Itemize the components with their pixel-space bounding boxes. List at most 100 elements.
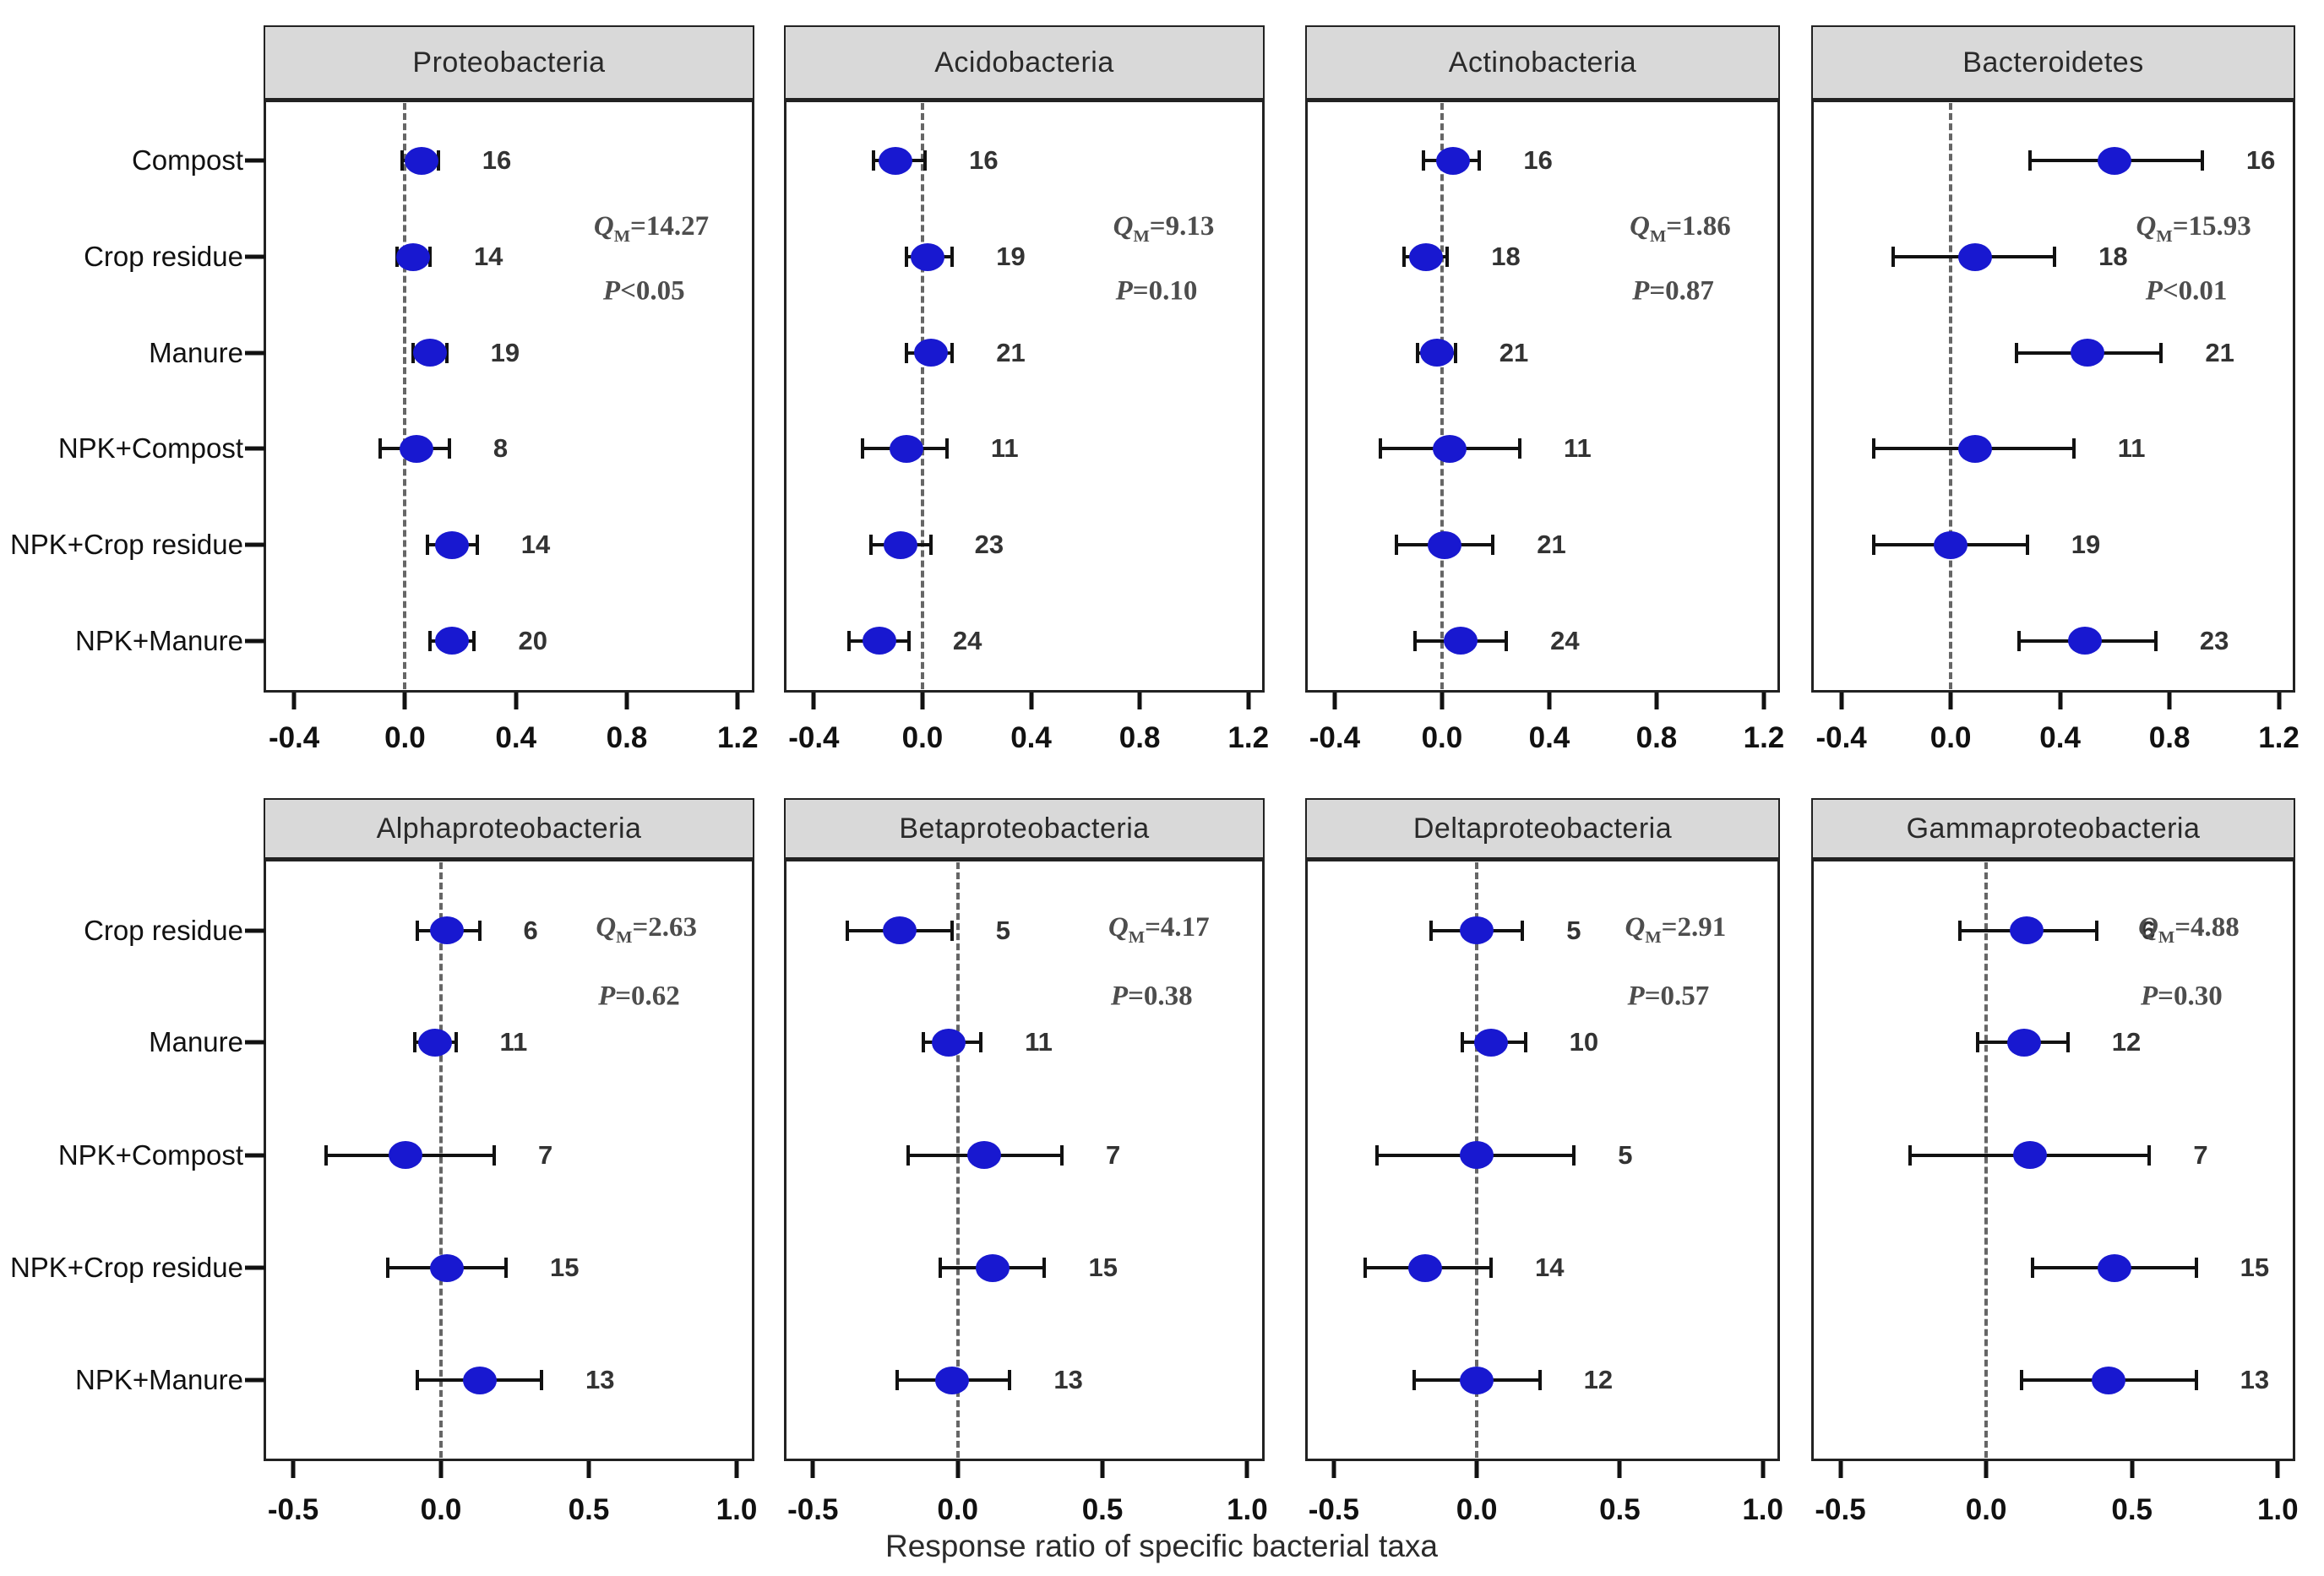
data-point <box>1460 1366 1494 1394</box>
x-tick <box>514 693 519 709</box>
error-bar-cap-low <box>2031 1258 2035 1279</box>
error-bar-cap-low <box>1891 247 1896 268</box>
error-bar-cap-high <box>1489 1258 1494 1279</box>
sample-size-label: 7 <box>1106 1139 1121 1170</box>
error-bar-cap-high <box>2194 1370 2198 1391</box>
error-bar-cap-low <box>1378 438 1382 459</box>
error-bar-cap-high <box>1453 342 1457 363</box>
panel-title: Betaproteobacteria <box>899 812 1150 845</box>
error-bar-cap-high <box>540 1370 543 1391</box>
sample-size-label: 6 <box>2141 915 2156 945</box>
category-label: NPK+Compost <box>57 432 243 465</box>
error-bar-cap-low <box>1872 535 1876 556</box>
error-bar-cap-high <box>950 342 955 363</box>
sample-size-label: 16 <box>969 145 999 176</box>
x-tick <box>291 1461 296 1478</box>
panel-plot-alphaproteobacteria <box>264 859 754 1461</box>
panel-plot-bacteroidetes <box>1811 100 2295 693</box>
error-bar-cap-low <box>904 342 908 363</box>
x-tick <box>1948 693 1953 709</box>
sample-size-label: 12 <box>1583 1365 1614 1395</box>
error-bar-cap-high <box>1518 438 1521 459</box>
y-tick <box>245 542 265 547</box>
error-bar-cap-low <box>1975 1032 1979 1053</box>
x-tick-label: -0.5 <box>1308 1493 1359 1526</box>
error-bar-cap-low <box>1908 1144 1913 1166</box>
qm-statistic: QM=4.17 <box>1108 912 1210 947</box>
qm-statistic: QM=2.91 <box>1625 912 1727 947</box>
sample-size-label: 7 <box>2193 1139 2208 1170</box>
error-bar-cap-low <box>904 247 908 268</box>
sample-size-label: 18 <box>2098 242 2128 272</box>
error-bar-cap-low <box>1958 920 1962 941</box>
data-point <box>2098 146 2132 175</box>
x-tick-label: -0.5 <box>267 1493 319 1526</box>
x-tick-label: 1.0 <box>1742 1493 1783 1526</box>
qm-statistic: QM=2.63 <box>596 912 698 947</box>
sample-size-label: 23 <box>974 530 1004 560</box>
category-label: Manure <box>149 336 243 368</box>
error-bar-cap-low <box>847 630 852 651</box>
error-bar-cap-low <box>1872 438 1876 459</box>
x-tick <box>810 1461 815 1478</box>
sample-size-label: 12 <box>2111 1027 2142 1057</box>
x-tick-label: 0.4 <box>1528 721 1570 754</box>
x-tick <box>1100 1461 1105 1478</box>
sample-size-label: 11 <box>2117 433 2146 464</box>
data-point <box>889 434 923 463</box>
data-point <box>1428 530 1462 559</box>
y-tick <box>245 254 265 259</box>
sample-size-label: 14 <box>1535 1253 1565 1283</box>
qm-statistic: QM=4.88 <box>2138 912 2240 947</box>
x-tick-label: -0.4 <box>1309 721 1361 754</box>
error-bar-cap-high <box>2065 1032 2070 1053</box>
panel-title: Bacteroidetes <box>1962 46 2144 79</box>
error-bar-cap-high <box>906 630 911 651</box>
y-tick <box>245 1378 265 1383</box>
error-bar-cap-low <box>427 630 432 651</box>
p-value-statistic: P=0.62 <box>598 981 680 1012</box>
error-bar-cap-high <box>928 535 933 556</box>
x-tick-label: 0.0 <box>901 721 944 754</box>
sample-size-label: 21 <box>2205 337 2234 367</box>
p-value-statistic: P=0.57 <box>1627 981 1710 1012</box>
data-point <box>1474 1028 1509 1057</box>
error-bar-cap-low <box>324 1144 328 1166</box>
error-bar-cap-high <box>454 1032 458 1053</box>
x-tick-label: 1.2 <box>716 721 759 754</box>
error-bar-cap-low <box>939 1258 943 1279</box>
data-point <box>2070 339 2104 367</box>
category-label: NPK+Compost <box>57 1139 243 1171</box>
sample-size-label: 14 <box>473 242 503 272</box>
x-tick-label: 0.5 <box>2111 1493 2153 1526</box>
error-bar-cap-high <box>2025 535 2029 556</box>
x-tick <box>291 693 297 709</box>
data-point <box>1934 530 1968 559</box>
error-bar-cap-high <box>2071 438 2076 459</box>
category-label: NPK+Manure <box>74 1364 243 1396</box>
data-point <box>396 242 431 271</box>
sample-size-label: 11 <box>1564 433 1592 464</box>
x-tick-label: 1.2 <box>1227 721 1270 754</box>
error-bar-cap-high <box>1523 1032 1527 1053</box>
panel-title: Acidobacteria <box>934 46 1114 79</box>
x-tick <box>438 1461 444 1478</box>
y-tick <box>245 1153 265 1158</box>
qm-statistic: QM=15.93 <box>2136 211 2251 246</box>
x-tick <box>1244 1461 1249 1478</box>
error-bar-cap-low <box>416 1370 419 1391</box>
panel-plot-acidobacteria <box>784 100 1265 693</box>
zero-line <box>1949 103 1953 689</box>
data-point <box>1435 146 1470 175</box>
data-point <box>399 434 433 463</box>
x-tick <box>1331 1461 1336 1478</box>
x-tick <box>920 693 925 709</box>
error-bar-cap-high <box>1478 150 1482 171</box>
error-bar-cap-high <box>1505 630 1509 651</box>
x-tick-label: 0.0 <box>937 1493 978 1526</box>
data-point <box>1460 1141 1494 1170</box>
category-label: Crop residue <box>84 914 243 946</box>
error-bar-cap-high <box>475 535 479 556</box>
error-bar-cap-low <box>1461 1032 1465 1053</box>
